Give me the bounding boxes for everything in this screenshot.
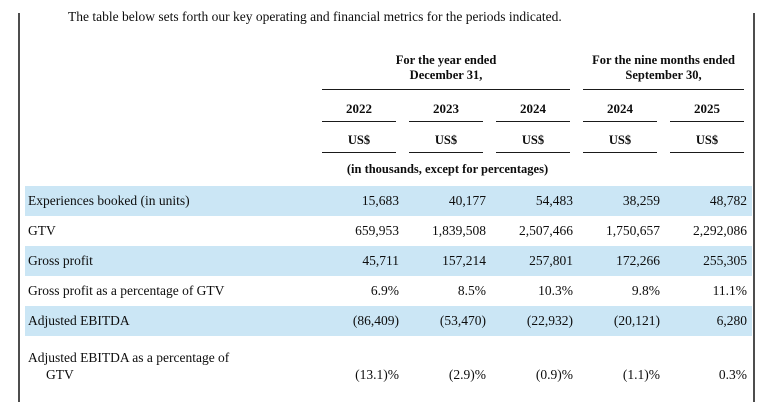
value-cell: 54,483 bbox=[491, 186, 578, 216]
nine-months-group-label: For the nine months ended September 30, bbox=[583, 53, 744, 90]
value-cell: 257,801 bbox=[491, 246, 578, 276]
table-row-adjusted-ebitda-pct: Adjusted EBITDA as a percentage of GTV (… bbox=[25, 336, 752, 390]
table-row-experiences-booked: Experiences booked (in units) 15,683 40,… bbox=[25, 186, 752, 216]
group-label-line1: For the nine months ended bbox=[592, 53, 735, 67]
year-header: 2022 bbox=[317, 90, 404, 122]
currency-header-row: US$ US$ US$ US$ US$ bbox=[25, 122, 752, 153]
value-cell: 8.5% bbox=[457, 283, 486, 298]
value-cell: 45,711 bbox=[317, 246, 404, 276]
group-label-line2: December 31, bbox=[409, 68, 483, 82]
value-cell: 0.3% bbox=[718, 367, 747, 382]
year-ended-group-label: For the year ended December 31, bbox=[322, 53, 570, 90]
value-cell: (20,121) bbox=[578, 306, 665, 336]
value-cell: 172,266 bbox=[578, 246, 665, 276]
empty-corner-cell bbox=[25, 44, 317, 90]
value-cell: 1,839,508 bbox=[432, 223, 486, 238]
value-cell: 9.8% bbox=[631, 283, 660, 298]
currency-header: US$ bbox=[317, 122, 404, 153]
row-label: GTV bbox=[28, 223, 56, 238]
left-change-bar bbox=[18, 13, 20, 402]
value-cell: 38,259 bbox=[578, 186, 665, 216]
value-cell: 157,214 bbox=[404, 246, 491, 276]
year-header: 2024 bbox=[578, 90, 665, 122]
intro-paragraph: The table below sets forth our key opera… bbox=[68, 9, 562, 24]
value-cell: 2,507,466 bbox=[519, 223, 573, 238]
value-cell: 659,953 bbox=[355, 223, 399, 238]
row-label-line1: Adjusted EBITDA as a percentage of bbox=[28, 350, 230, 365]
value-cell: (22,932) bbox=[491, 306, 578, 336]
group-label-line1: For the year ended bbox=[395, 53, 497, 67]
value-cell: (2.9)% bbox=[448, 367, 486, 382]
value-cell: 11.1% bbox=[712, 283, 747, 298]
key-metrics-table: For the year ended December 31, For the … bbox=[25, 44, 752, 390]
table-row-gtv: GTV 659,953 1,839,508 2,507,466 1,750,65… bbox=[25, 216, 752, 246]
value-cell: 10.3% bbox=[538, 283, 573, 298]
table-row-gross-profit: Gross profit 45,711 157,214 257,801 172,… bbox=[25, 246, 752, 276]
empty-cell bbox=[25, 90, 317, 122]
value-cell: 255,305 bbox=[665, 246, 752, 276]
value-cell: (1.1)% bbox=[622, 367, 660, 382]
nine-months-group-header: For the nine months ended September 30, bbox=[578, 44, 752, 90]
row-label: Adjusted EBITDA as a percentage of GTV bbox=[25, 336, 317, 390]
value-cell: (86,409) bbox=[317, 306, 404, 336]
empty-cell bbox=[578, 153, 752, 186]
currency-header: US$ bbox=[491, 122, 578, 153]
units-note-row: (in thousands, except for percentages) bbox=[25, 153, 752, 186]
value-cell: 15,683 bbox=[317, 186, 404, 216]
empty-cell bbox=[25, 122, 317, 153]
row-label: Gross profit bbox=[25, 246, 317, 276]
row-label: Experiences booked (in units) bbox=[25, 186, 317, 216]
year-ended-group-header: For the year ended December 31, bbox=[317, 44, 578, 90]
empty-cell bbox=[25, 153, 317, 186]
row-label: Adjusted EBITDA bbox=[25, 306, 317, 336]
group-label-line2: September 30, bbox=[625, 68, 702, 82]
value-cell: (13.1)% bbox=[355, 367, 399, 382]
value-cell: (53,470) bbox=[404, 306, 491, 336]
value-cell: 48,782 bbox=[665, 186, 752, 216]
year-header: 2024 bbox=[491, 90, 578, 122]
value-cell: 2,292,086 bbox=[693, 223, 747, 238]
row-label-line2: GTV bbox=[46, 367, 74, 382]
currency-header: US$ bbox=[578, 122, 665, 153]
row-label: Gross profit as a percentage of GTV bbox=[28, 283, 225, 298]
value-cell: 40,177 bbox=[404, 186, 491, 216]
table-row-adjusted-ebitda: Adjusted EBITDA (86,409) (53,470) (22,93… bbox=[25, 306, 752, 336]
right-change-bar bbox=[753, 13, 755, 402]
value-cell: 1,750,657 bbox=[606, 223, 660, 238]
value-cell: 6,280 bbox=[665, 306, 752, 336]
value-cell: (0.9)% bbox=[535, 367, 573, 382]
year-header: 2023 bbox=[404, 90, 491, 122]
years-header-row: 2022 2023 2024 2024 2025 bbox=[25, 90, 752, 122]
column-group-header-row: For the year ended December 31, For the … bbox=[25, 44, 752, 90]
currency-header: US$ bbox=[404, 122, 491, 153]
year-header: 2025 bbox=[665, 90, 752, 122]
table-row-gross-profit-pct: Gross profit as a percentage of GTV 6.9%… bbox=[25, 276, 752, 306]
units-note: (in thousands, except for percentages) bbox=[346, 162, 549, 176]
value-cell: 6.9% bbox=[370, 283, 399, 298]
currency-header: US$ bbox=[665, 122, 752, 153]
